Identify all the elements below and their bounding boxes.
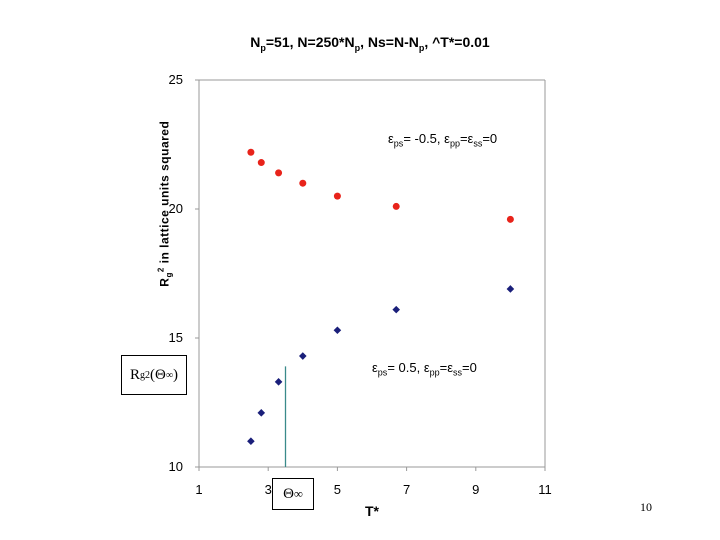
data-point-series-1 xyxy=(299,179,307,187)
data-point-series-2 xyxy=(299,352,307,360)
x-tick-label: 7 xyxy=(403,482,410,497)
y-tick-label: 15 xyxy=(169,330,183,345)
x-tick-label: 3 xyxy=(265,482,272,497)
data-point-series-2 xyxy=(274,378,283,386)
chart-title: Np=51, N=250*Np, Ns=N-Np, ^T*=0.01 xyxy=(250,34,490,53)
data-point-series-2 xyxy=(392,305,401,314)
y-tick-label: 25 xyxy=(169,72,183,87)
y-tick-label: 10 xyxy=(169,459,183,474)
annotation-bottom: εps= 0.5, εpp=εss=0 xyxy=(372,360,477,378)
theta-infinity-label-box: Θ ∞ xyxy=(272,478,314,510)
data-point-series-1 xyxy=(275,169,283,177)
x-tick-label: 11 xyxy=(538,482,552,497)
data-point-series-1 xyxy=(392,202,400,210)
data-point-series-1 xyxy=(257,159,265,167)
data-point-series-2 xyxy=(247,437,255,445)
data-point-series-1 xyxy=(247,148,255,156)
x-axis-label: T* xyxy=(365,503,380,519)
data-point-series-2 xyxy=(257,409,266,417)
x-tick-label: 5 xyxy=(334,482,341,497)
y-tick-label: 20 xyxy=(169,201,183,216)
x-tick-label: 1 xyxy=(195,482,202,497)
data-point-series-1 xyxy=(333,192,341,200)
x-tick-label: 9 xyxy=(472,482,479,497)
page-number: 10 xyxy=(640,500,652,514)
annotation-top: εps= -0.5, εpp=εss=0 xyxy=(388,131,498,149)
data-point-series-2 xyxy=(506,285,515,293)
data-point-series-1 xyxy=(506,215,514,223)
data-point-series-2 xyxy=(333,326,342,335)
